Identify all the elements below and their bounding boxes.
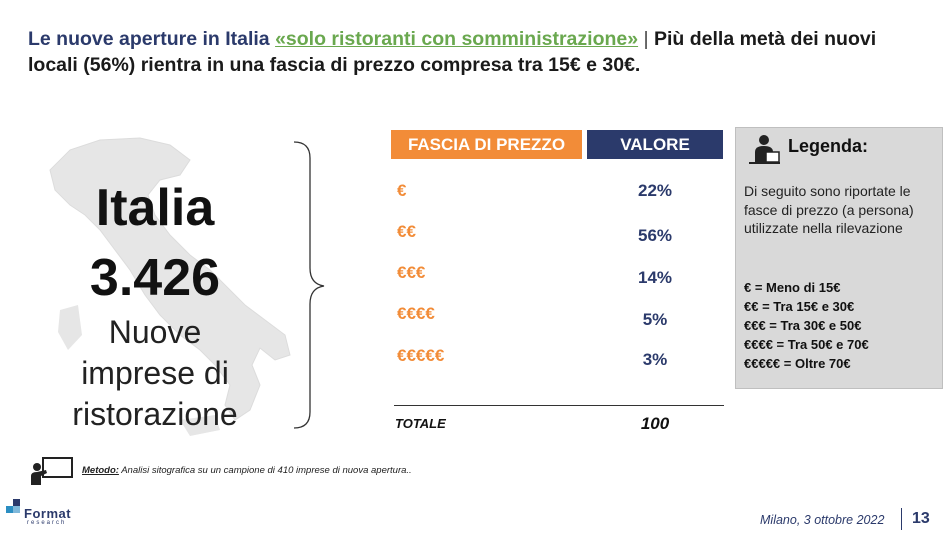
value-4: 5% <box>642 310 668 329</box>
logo-name: Format <box>24 506 72 521</box>
header-value: VALORE <box>587 130 723 159</box>
legend-item: €€€€ = Tra 50€ e 70€ <box>744 337 869 352</box>
method-label: Metodo: <box>82 465 119 476</box>
price-range-3: €€€ <box>397 263 426 282</box>
legend-item: €€€€€ = Oltre 70€ <box>744 356 851 371</box>
page-number: 13 <box>912 510 930 527</box>
legend-item: €€ = Tra 15€ e 30€ <box>744 299 855 314</box>
legend-item: €€€ = Tra 30€ e 50€ <box>744 318 862 333</box>
count-description: Nuove imprese di ristorazione <box>35 312 275 435</box>
total-value: 100 <box>640 414 670 433</box>
teacher-board-icon <box>31 457 73 485</box>
description-line: Nuove <box>108 314 202 350</box>
footer-separator <box>901 508 902 530</box>
legend-description: Di seguito sono riportate le fasce di pr… <box>744 183 914 236</box>
footer-date: Milano, 3 ottobre 2022 <box>760 513 885 527</box>
legend-title: Legenda: <box>788 136 869 156</box>
description-line: imprese di <box>81 355 229 391</box>
curly-brace <box>293 141 325 429</box>
price-range-5: €€€€€ <box>397 346 445 365</box>
price-range-2: €€ <box>397 222 416 241</box>
value-1: 22% <box>637 181 673 200</box>
value-3: 14% <box>637 268 673 287</box>
region-name: Italia <box>95 179 215 237</box>
legend-box: Legenda: Di seguito sono riportate le fa… <box>735 127 943 389</box>
logo-subtitle: research <box>27 520 67 526</box>
legend-list: € = Meno di 15€ €€ = Tra 15€ e 30€ €€€ =… <box>744 278 940 373</box>
presenter-icon <box>749 135 780 164</box>
legend-item: € = Meno di 15€ <box>744 280 841 295</box>
title-part2: Più della metà dei nuovi locali (56%) ri… <box>28 28 877 76</box>
header-price-range: FASCIA DI PREZZO <box>391 130 582 159</box>
slide-title: Le nuove aperture in Italia «solo ristor… <box>28 26 928 78</box>
price-range-1: € <box>397 181 407 200</box>
format-logo-icon <box>6 499 20 513</box>
description-line: ristorazione <box>72 396 238 432</box>
price-range-4: €€€€ <box>397 304 435 323</box>
method-text: Analisi sitografica su un campione di 41… <box>118 465 412 476</box>
total-label: TOTALE <box>395 416 446 431</box>
method-note: Metodo: Analisi sitografica su un campio… <box>82 465 412 476</box>
title-part1: Le nuove aperture in Italia <box>28 28 276 50</box>
value-5: 3% <box>642 350 668 369</box>
total-divider <box>394 405 724 406</box>
italy-map-icon <box>49 137 291 436</box>
value-2: 56% <box>637 226 673 245</box>
business-count: 3.426 <box>89 249 221 307</box>
title-separator: | <box>638 28 654 50</box>
title-highlight-link[interactable]: «solo ristoranti con somministrazione» <box>275 28 639 50</box>
